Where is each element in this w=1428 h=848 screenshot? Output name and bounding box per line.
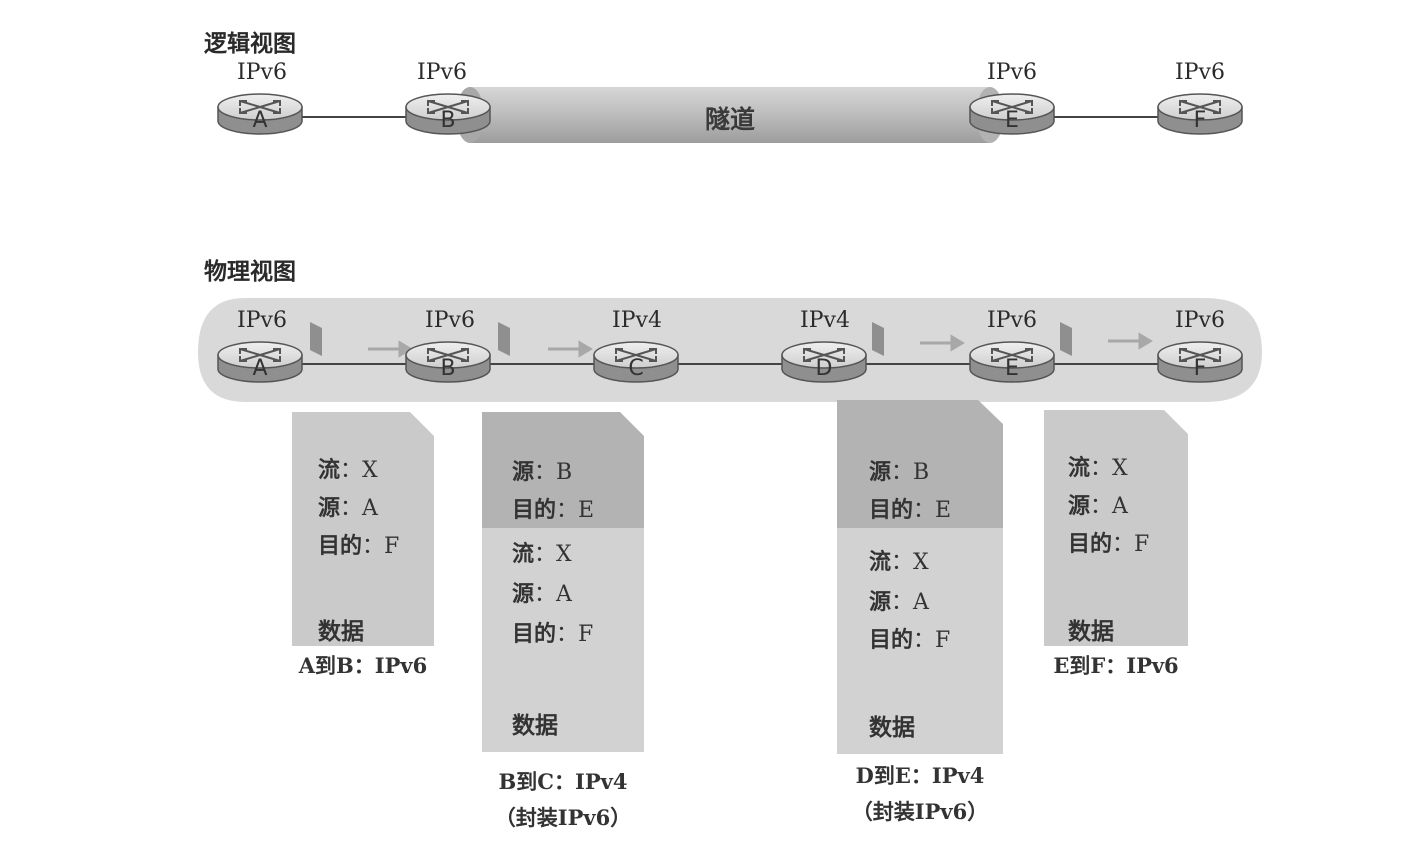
- logical-view: A B E F: [217, 87, 1243, 143]
- packet-data-label: 数据: [318, 618, 364, 645]
- packet-caption: A到B：IPv6: [298, 653, 428, 678]
- router-letter: C: [628, 356, 643, 381]
- packet-field: 目的：F: [1068, 531, 1150, 557]
- router-arrows-icon: [239, 348, 281, 362]
- packet-field: 目的：E: [869, 497, 952, 523]
- router-arrows-icon: [991, 348, 1033, 362]
- logical-router-b-proto: IPv6: [417, 60, 467, 85]
- physical-router-e: E: [969, 341, 1055, 383]
- packet-field: 目的：F: [512, 621, 594, 647]
- router-arrows-icon: [1179, 348, 1221, 362]
- physical-router-f-proto: IPv6: [1175, 308, 1225, 333]
- packet-field: 源：A: [512, 581, 572, 607]
- logical-router-a: A: [217, 93, 303, 135]
- router-arrows-icon: [1179, 100, 1221, 114]
- router-arrows-icon: [427, 100, 469, 114]
- logical-router-f-proto: IPv6: [1175, 60, 1225, 85]
- router-letter: A: [252, 356, 267, 381]
- router-letter: F: [1194, 356, 1207, 381]
- packet-field: 目的：F: [869, 627, 951, 653]
- logical-view-label: 逻辑视图: [204, 30, 296, 57]
- packet-data-label: 数据: [869, 714, 915, 741]
- router-arrows-icon: [803, 348, 845, 362]
- physical-router-e-proto: IPv6: [987, 308, 1037, 333]
- packet-field: 目的：F: [318, 533, 400, 559]
- packet-field: 源：B: [869, 459, 930, 485]
- packet-flag-icon: [310, 322, 1072, 356]
- packet-caption: E到F：IPv6: [1053, 653, 1179, 678]
- packet-field: 流：X: [1068, 455, 1128, 481]
- physical-view-label: 物理视图: [204, 258, 296, 285]
- logical-router-a-proto: IPv6: [237, 60, 287, 85]
- router-letter: B: [440, 108, 455, 133]
- physical-router-d: D: [781, 341, 867, 383]
- arrow-icon: [368, 332, 1153, 358]
- packet-field: 流：X: [869, 549, 929, 575]
- packet-field: 流：X: [318, 457, 378, 483]
- physical-router-a-proto: IPv6: [237, 308, 287, 333]
- router-letter: E: [1005, 356, 1019, 381]
- packet-field: 流：X: [512, 541, 572, 567]
- router-arrows-icon: [427, 348, 469, 362]
- packet-d-to-e: [837, 400, 1003, 754]
- router-letter: F: [1194, 108, 1207, 133]
- packet-caption: （封装IPv6）: [494, 805, 632, 830]
- packet-field: 源：B: [512, 459, 573, 485]
- physical-router-f: F: [1157, 341, 1243, 383]
- physical-router-c-proto: IPv4: [612, 308, 662, 333]
- packet-a-to-b: [292, 412, 434, 646]
- physical-band: [198, 298, 1262, 402]
- logical-router-f: F: [1157, 93, 1243, 135]
- packet-b-to-c: [482, 412, 644, 752]
- tunnel-label: 隧道: [704, 105, 755, 134]
- physical-router-b: B: [405, 341, 491, 383]
- physical-router-b-proto: IPv6: [425, 308, 475, 333]
- packet-field: 源：A: [1068, 493, 1128, 519]
- physical-router-d-proto: IPv4: [800, 308, 850, 333]
- packets: [292, 400, 1188, 754]
- logical-router-b: B: [405, 93, 491, 135]
- packet-field: 源：A: [869, 589, 929, 615]
- packet-field: 源：A: [318, 495, 378, 521]
- router-arrows-icon: [991, 100, 1033, 114]
- packet-data-label: 数据: [512, 712, 558, 739]
- logical-router-e-proto: IPv6: [987, 60, 1037, 85]
- router-letter: B: [440, 356, 455, 381]
- router-letter: D: [816, 356, 833, 381]
- packet-data-label: 数据: [1068, 618, 1114, 645]
- packet-field: 目的：E: [512, 497, 595, 523]
- router-letter: E: [1005, 108, 1019, 133]
- logical-router-e: E: [969, 93, 1055, 135]
- router-arrows-icon: [615, 348, 657, 362]
- packet-caption: D到E：IPv4: [855, 763, 985, 788]
- packet-caption: （封装IPv6）: [851, 799, 989, 824]
- physical-router-c: C: [593, 341, 679, 383]
- router-letter: A: [252, 108, 267, 133]
- packet-e-to-f: [1044, 410, 1188, 646]
- physical-router-a: A: [217, 341, 303, 383]
- packet-caption: B到C：IPv4: [498, 769, 628, 794]
- router-arrows-icon: [239, 100, 281, 114]
- physical-view: A B C D E F: [198, 298, 1262, 402]
